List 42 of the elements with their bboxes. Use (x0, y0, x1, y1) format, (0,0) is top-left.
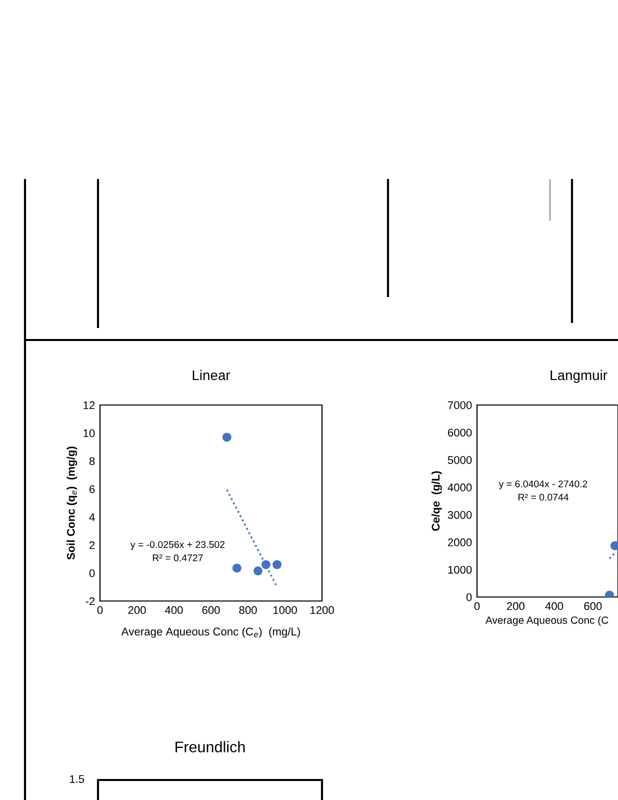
y-tick-label: 2 (90, 541, 95, 550)
text: Freundlich (176, 741, 245, 752)
x-axis-title: Average Aqueous Conc (C$_{e}$) (mg/L) (121, 627, 300, 638)
x-tick-label: 0 (97, 606, 103, 614)
x-tick-label: 200 (506, 602, 524, 610)
x-tick-label: 400 (164, 606, 183, 614)
x-tick-label: 200 (128, 606, 146, 614)
y-tick-label: 8 (89, 457, 95, 466)
y-axis-title: Ce/qe (g/L) (431, 471, 442, 531)
y-tick-label: 3000 (448, 510, 472, 519)
chart-title: Langmuir (550, 370, 608, 383)
y-tick-label: -2 (86, 597, 95, 606)
annotation: y = 6.0404x - 2740.2 R² = 0.0744 (498, 480, 588, 501)
annotation: y = -0.0256x + 23.502 R² = 0.4727 (130, 541, 225, 562)
y-tick-label: 6000 (448, 428, 472, 437)
y-tick-label: 0 (89, 569, 95, 578)
point (261, 560, 270, 570)
y-tick-label: 4 (89, 513, 95, 522)
y-tick-label: 7000 (448, 401, 472, 410)
y-tick-label: 12 (84, 401, 95, 410)
x-tick-label: 400 (545, 602, 564, 610)
point (232, 564, 242, 573)
x-tick-label: 1200 (310, 606, 334, 614)
x-tick-label: 600 (202, 606, 220, 614)
x-tick-label: 800 (239, 606, 257, 614)
x-tick-label: 0 (474, 602, 480, 610)
chart-title: Linear (192, 370, 230, 380)
x-tick-label: 600 (584, 602, 602, 610)
point (222, 432, 232, 442)
y-tick-label: 4000 (448, 484, 472, 492)
point (253, 566, 262, 576)
point (272, 560, 282, 570)
y-tick-label: 1000 (448, 566, 472, 574)
y-tick-label: 10 (84, 429, 95, 438)
x-axis-title: Average Aqueous Conc (C (485, 616, 608, 626)
y-tick-label: 0 (466, 593, 472, 602)
y-tick-label: 6 (90, 485, 95, 494)
y-tick-label: 5000 (448, 456, 472, 464)
text: 1.5 (70, 775, 84, 783)
x-tick-label: 1000 (273, 606, 297, 614)
y-axis-title: Soil Conc (q$_{e}$) (mg/g) (66, 446, 78, 560)
y-tick-label: 2000 (448, 538, 472, 546)
